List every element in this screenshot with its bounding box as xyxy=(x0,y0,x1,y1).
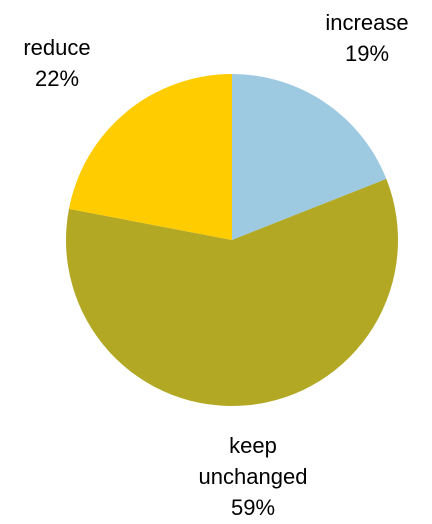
pie-slices xyxy=(65,74,398,407)
slice-label-keep-unchanged: keep unchanged 59% xyxy=(199,433,308,520)
slice-label-line: 22% xyxy=(35,66,79,91)
pie-slice-reduce xyxy=(68,74,232,240)
slice-label-line: 19% xyxy=(345,41,389,66)
pie-slice-increase xyxy=(232,74,387,240)
slice-label-line: unchanged xyxy=(199,464,308,489)
slice-labels: increase 19% keep unchanged 59% reduce 22% xyxy=(23,10,408,520)
slice-label-line: reduce xyxy=(23,35,90,60)
slice-label-line: increase xyxy=(325,10,408,35)
slice-label-increase: increase 19% xyxy=(325,10,408,66)
slice-label-reduce: reduce 22% xyxy=(23,35,90,91)
slice-label-line: keep xyxy=(229,433,277,458)
slice-label-line: 59% xyxy=(231,495,275,520)
pie-slice-keep-unchanged xyxy=(65,178,398,407)
